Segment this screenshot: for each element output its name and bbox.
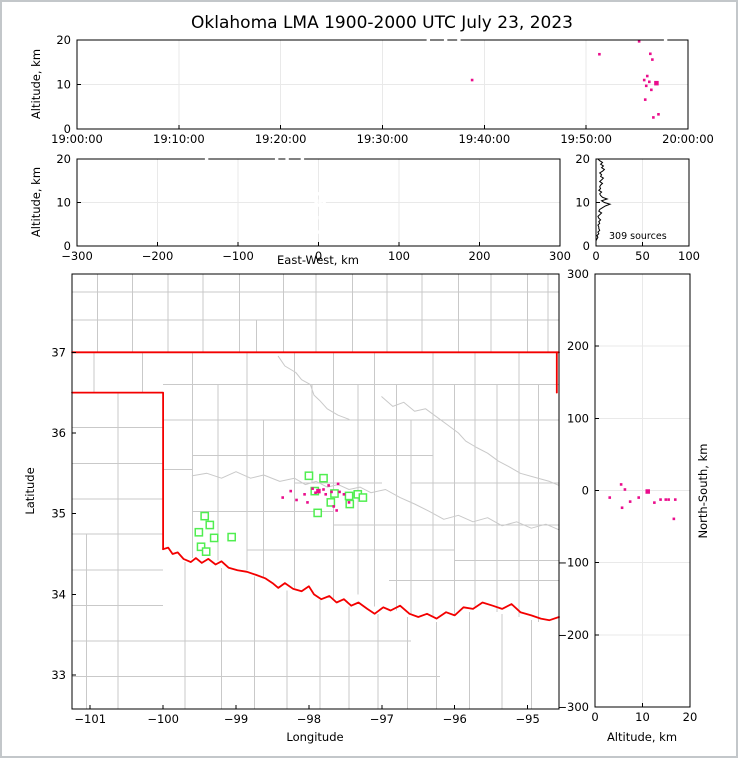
- svg-text:−200: −200: [142, 249, 174, 263]
- svg-text:20: 20: [683, 710, 698, 724]
- svg-text:19:00:00: 19:00:00: [51, 132, 103, 146]
- svg-text:35: 35: [51, 507, 66, 521]
- svg-text:0: 0: [315, 249, 322, 263]
- map-x-axis-label: Longitude: [286, 730, 344, 744]
- svg-text:19:40:00: 19:40:00: [459, 132, 511, 146]
- svg-text:−300: −300: [557, 700, 589, 714]
- ns-height-y-axis-label: North-South, km: [696, 443, 710, 539]
- svg-text:36: 36: [51, 426, 66, 440]
- svg-text:0: 0: [64, 122, 71, 136]
- svg-text:−96: −96: [443, 712, 467, 726]
- time-height-y-axis-label: Altitude, km: [29, 48, 43, 120]
- svg-text:10: 10: [575, 196, 590, 210]
- svg-text:0: 0: [64, 239, 71, 253]
- svg-text:200: 200: [469, 249, 491, 263]
- svg-text:100: 100: [388, 249, 410, 263]
- svg-text:0: 0: [592, 249, 599, 263]
- svg-text:−97: −97: [370, 712, 394, 726]
- ns-height-panel: 0 10 20 300 200 100 0 −100 −200 −300: [557, 267, 697, 724]
- svg-text:10: 10: [635, 710, 650, 724]
- svg-text:19:50:00: 19:50:00: [560, 132, 612, 146]
- svg-text:50: 50: [635, 249, 650, 263]
- time-height-panel: 19:00:00 19:10:00 19:20:00 19:30:00 19:40:00…: [51, 33, 714, 146]
- figure-title: Oklahoma LMA 1900-2000 UTC July 23, 2023: [191, 13, 573, 33]
- svg-text:19:30:00: 19:30:00: [357, 132, 409, 146]
- svg-text:0: 0: [583, 239, 590, 253]
- svg-text:19:20:00: 19:20:00: [255, 132, 307, 146]
- svg-text:20: 20: [56, 33, 71, 47]
- svg-text:−100: −100: [557, 556, 589, 570]
- svg-text:20: 20: [56, 152, 71, 166]
- svg-text:37: 37: [51, 345, 66, 359]
- svg-text:300: 300: [549, 249, 571, 263]
- svg-text:0: 0: [582, 484, 589, 498]
- ew-height-y-axis-label: Altitude, km: [29, 166, 43, 238]
- svg-text:20:00:00: 20:00:00: [662, 132, 714, 146]
- svg-text:300: 300: [567, 267, 589, 281]
- svg-text:−99: −99: [224, 712, 248, 726]
- svg-text:10: 10: [56, 196, 71, 210]
- ew-height-panel: −300 −200 −100 0 100 200 300 0 10 20: [56, 152, 571, 263]
- altitude-histogram-panel: 0 50 100 0 10 20: [575, 152, 700, 263]
- svg-text:100: 100: [567, 411, 589, 425]
- svg-text:10: 10: [56, 78, 71, 92]
- svg-text:33: 33: [51, 668, 66, 682]
- histogram-source-count: 309 sources: [609, 231, 667, 242]
- svg-text:−101: −101: [74, 712, 106, 726]
- svg-text:34: 34: [51, 587, 66, 601]
- svg-text:−200: −200: [557, 628, 589, 642]
- svg-text:0: 0: [591, 710, 598, 724]
- svg-text:200: 200: [567, 339, 589, 353]
- ns-height-x-axis-label: Altitude, km: [606, 730, 678, 744]
- map-y-axis-label: Latitude: [23, 467, 37, 515]
- svg-text:100: 100: [678, 249, 700, 263]
- svg-text:−300: −300: [61, 249, 93, 263]
- svg-text:−95: −95: [516, 712, 540, 726]
- svg-text:20: 20: [575, 152, 590, 166]
- svg-text:−98: −98: [297, 712, 321, 726]
- svg-text:19:10:00: 19:10:00: [153, 132, 205, 146]
- plan-view-panel: −101 −100 −99 −98 −97 −96 −95 33 34 35 36 37: [51, 273, 560, 726]
- svg-text:−100: −100: [147, 712, 179, 726]
- svg-text:−100: −100: [222, 249, 254, 263]
- ew-height-x-axis-label: East-West, km: [277, 253, 359, 267]
